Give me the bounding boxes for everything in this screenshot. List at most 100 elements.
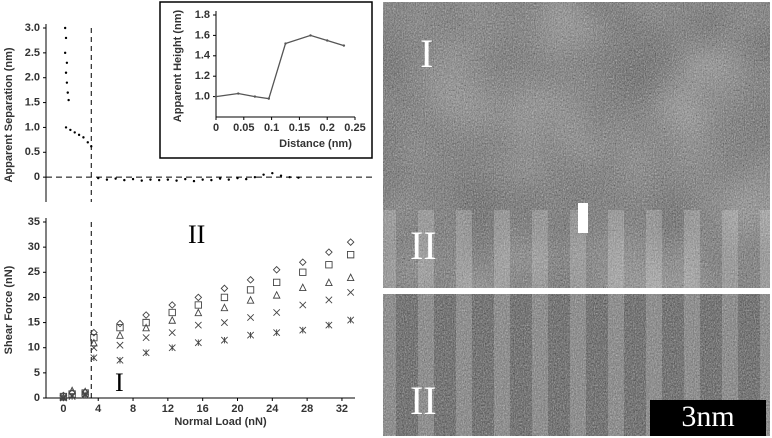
marker [116,323,124,332]
x-tick-label: 0.15 [289,122,310,134]
inset-frame [159,1,373,159]
marker [194,308,203,317]
x-tick-label: 0.05 [233,122,254,134]
x-tick-label: 12 [162,403,174,415]
marker [201,178,204,181]
x-axis-title: Distance (nm) [279,138,352,150]
marker [166,178,170,181]
y-tick-label: 0 [34,392,40,404]
marker [149,178,152,181]
marker [73,131,76,134]
marker [142,311,150,319]
marker [81,391,89,399]
x-tick-label: 32 [336,403,348,415]
marker [325,296,333,304]
region-label: II [410,378,437,423]
regime-label: I [115,368,124,397]
marker [65,61,69,64]
marker [82,136,85,139]
x-tick-label: 8 [130,403,136,415]
y-tick-label: 25 [28,266,40,278]
marker [273,308,281,317]
afm-image-bottom: II 3nm [383,294,770,436]
marker [184,177,187,181]
y-tick-label: 5 [34,367,40,379]
marker [142,349,150,357]
marker [347,288,355,296]
marker [347,316,355,324]
marker [210,178,213,182]
marker [68,392,76,401]
marker [324,278,333,286]
marker [63,51,67,55]
marker [218,177,222,180]
marker [68,390,76,398]
y-tick-label: 1.4 [195,50,211,62]
region-label: II [410,223,437,268]
marker [325,248,333,257]
marker [123,178,126,182]
marker [246,295,255,304]
y-tick-label: 35 [28,216,40,228]
marker [194,339,202,347]
marker [194,293,203,302]
y-tick-label: 1.8 [195,9,210,21]
marker [299,301,307,309]
marker [279,174,283,177]
marker [64,126,68,129]
marker [272,290,281,299]
marker [175,179,178,182]
marker [64,36,68,40]
marker [244,177,248,181]
x-tick-label: 4 [95,403,102,415]
marker [131,177,135,181]
marker [89,338,98,347]
marker [272,265,281,274]
x-tick-label: 0 [213,122,219,134]
marker [168,344,176,352]
marker [194,321,202,329]
y-tick-label: 10 [28,342,40,354]
y-tick-label: 0.5 [25,146,40,158]
marker [246,275,255,284]
marker [86,141,89,144]
marker [116,341,124,349]
marker [142,334,150,342]
marker [309,34,312,37]
marker [69,128,72,132]
scale-bar: 3nm [681,400,734,433]
y-tick-label: 1.6 [195,29,210,41]
marker [237,92,240,95]
y-tick-label: 15 [28,316,40,328]
x-tick-label: 0 [60,403,66,415]
x-axis-title: Normal Load (nN) [174,416,267,428]
marker [59,394,67,402]
marker [342,44,346,47]
afm-image-top: I II [383,2,770,288]
y-tick-label: 3.0 [25,22,40,34]
marker [273,278,281,286]
marker [77,133,81,137]
region-label: I [420,31,433,76]
y-axis-title: Apparent Height (nm) [172,9,184,122]
y-tick-label: 0 [34,171,40,183]
x-tick-label: 16 [197,403,209,415]
marker [227,178,230,181]
marker [253,175,257,179]
marker [273,329,281,337]
marker [142,318,150,327]
y-tick-label: 20 [28,291,40,303]
marker [299,326,307,334]
x-tick-label: 20 [231,403,243,415]
marker [67,98,70,102]
marker [142,323,151,332]
marker [236,176,239,180]
marker [346,273,355,281]
marker [298,258,307,267]
y-tick-label: 1.2 [195,70,210,82]
marker [116,356,124,364]
marker [346,251,355,259]
marker [247,314,255,322]
marker [114,177,117,180]
